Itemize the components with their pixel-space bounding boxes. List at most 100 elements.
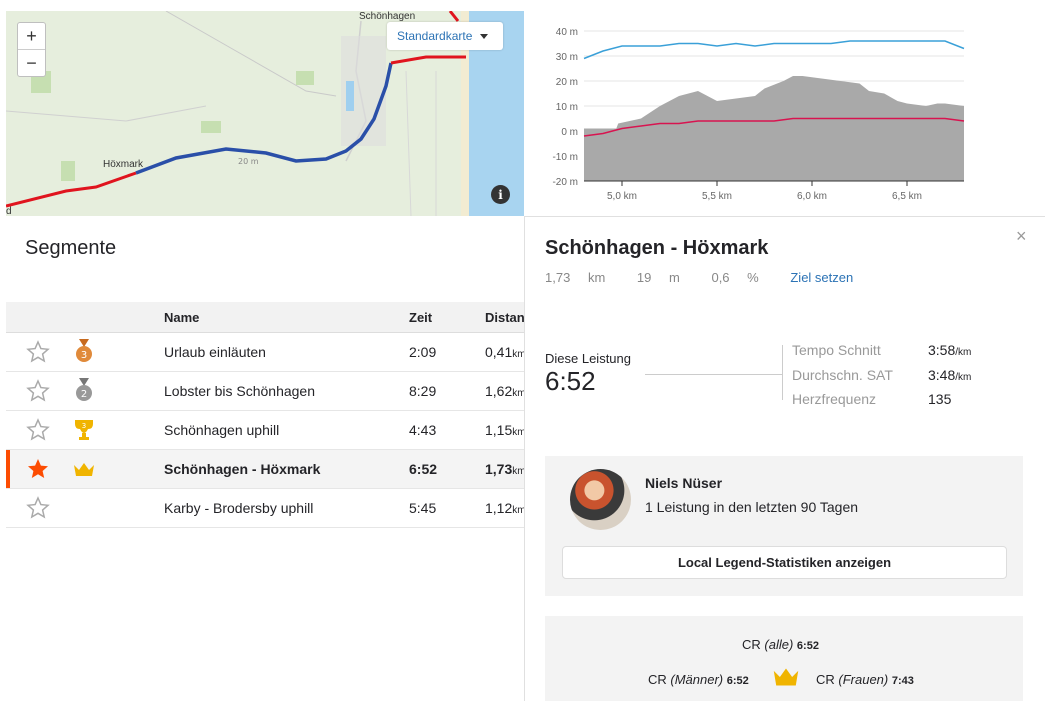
local-legend-stats-button[interactable]: Local Legend-Statistiken anzeigen bbox=[562, 546, 1007, 579]
metric-label-pace: Tempo Schnitt bbox=[792, 342, 881, 358]
segment-distance: 1,62km bbox=[485, 383, 526, 399]
star-outline-icon[interactable] bbox=[26, 496, 50, 520]
y-axis: 40 m 30 m 20 m 10 m 0 m -10 m -20 m bbox=[552, 27, 578, 188]
map-type-select[interactable]: Standardkarte bbox=[387, 22, 503, 50]
town-label-hoexmark: Höxmark bbox=[103, 159, 144, 170]
x-tick-label: 6,5 km bbox=[892, 191, 922, 202]
cr-men: CR (Männer) 6:52 bbox=[648, 672, 749, 687]
zoom-out-button[interactable]: − bbox=[26, 53, 37, 73]
segment-distance: 0,41km bbox=[485, 344, 526, 360]
trophy-icon: 3 bbox=[75, 420, 93, 440]
star-outline-icon[interactable] bbox=[26, 418, 50, 442]
x-axis: 5,0 km 5,5 km 6,0 km 6,5 km bbox=[607, 181, 922, 202]
segments-table: Name Zeit Distan 3 Urlaub einläuten 2:09… bbox=[6, 302, 526, 528]
silver-medal-icon: 2 bbox=[76, 378, 92, 401]
route-map[interactable]: 20 m + − Standardkarte Schönhagen Höxmar… bbox=[6, 11, 524, 216]
bronze-medal-icon: 3 bbox=[76, 339, 92, 362]
col-header-name[interactable]: Name bbox=[164, 310, 200, 325]
col-header-time[interactable]: Zeit bbox=[409, 310, 433, 325]
segment-name[interactable]: Schönhagen uphill bbox=[164, 422, 280, 438]
elevation-chart[interactable]: 5,0 km 5,5 km 6,0 km 6,5 km 40 m 30 m 20 m 10 … bbox=[524, 11, 969, 206]
y-tick-label: 10 m bbox=[556, 102, 578, 113]
svg-text:3: 3 bbox=[82, 422, 86, 430]
crown-icon bbox=[773, 668, 799, 686]
local-legend-card: Niels Nüser 1 Leistung in den letzten 90… bbox=[545, 456, 1023, 596]
crown-icon bbox=[74, 463, 94, 476]
metric-value-gap: 3:48/km bbox=[928, 367, 972, 383]
segment-name[interactable]: Urlaub einläuten bbox=[164, 344, 266, 360]
metric-label-heartrate: Herzfrequenz bbox=[792, 391, 877, 407]
cr-all: CR (alle) 6:52 bbox=[742, 637, 819, 652]
segment-stats: 1,73 km 19 m 0,6 % Ziel setzen bbox=[545, 270, 867, 285]
segment-distance-stat: 1,73 km bbox=[545, 270, 606, 285]
y-tick-label: 30 m bbox=[556, 52, 578, 63]
heartrate-line bbox=[583, 117, 965, 137]
segment-elevation-stat: 19 m bbox=[636, 270, 680, 285]
local-legend-name[interactable]: Niels Nüser bbox=[645, 475, 723, 491]
segment-grade-stat: 0,6 % bbox=[711, 270, 759, 285]
zoom-control: + − bbox=[17, 22, 46, 77]
cr-women: CR (Frauen) 7:43 bbox=[816, 672, 914, 687]
speed-line bbox=[583, 40, 965, 60]
segment-name[interactable]: Schönhagen - Höxmark bbox=[164, 461, 321, 477]
table-header: Name Zeit Distan bbox=[6, 302, 525, 333]
route-red-west bbox=[6, 171, 137, 208]
x-tick-label: 6,0 km bbox=[797, 191, 827, 202]
metric-value-heartrate: 135 bbox=[928, 391, 952, 407]
y-tick-label: -10 m bbox=[552, 152, 578, 163]
star-outline-icon[interactable] bbox=[26, 379, 50, 403]
col-header-distance[interactable]: Distan bbox=[485, 310, 525, 325]
close-icon[interactable]: × bbox=[1016, 226, 1027, 246]
elevation-area bbox=[584, 76, 964, 181]
segment-time: 6:52 bbox=[409, 461, 438, 477]
star-outline-icon[interactable] bbox=[26, 340, 50, 364]
svg-text:3: 3 bbox=[81, 350, 87, 361]
town-label-schoenhagen: Schönhagen bbox=[359, 11, 416, 22]
metric-value-pace: 3:58/km bbox=[928, 342, 972, 358]
segment-distance: 1,15km bbox=[485, 422, 526, 438]
y-tick-label: 0 m bbox=[561, 127, 578, 138]
segment-time: 4:43 bbox=[409, 422, 437, 438]
table-row[interactable]: Karby - Brodersby uphill 5:45 1,12km bbox=[6, 489, 526, 528]
segments-title: Segmente bbox=[25, 237, 117, 259]
metrics-bracket bbox=[782, 345, 783, 400]
performance-time: 6:52 bbox=[545, 366, 596, 396]
y-tick-label: 20 m bbox=[556, 77, 578, 88]
table-row[interactable]: 3 Urlaub einläuten 2:09 0,41km bbox=[6, 333, 526, 372]
segment-name[interactable]: Lobster bis Schönhagen bbox=[164, 383, 315, 399]
zoom-in-button[interactable]: + bbox=[18, 23, 45, 50]
route-red-east bbox=[390, 55, 466, 65]
segment-distance: 1,12km bbox=[485, 500, 526, 516]
chevron-down-icon bbox=[480, 33, 489, 39]
route-segment-blue bbox=[135, 62, 393, 175]
info-icon[interactable]: i bbox=[491, 185, 510, 204]
table-row[interactable]: 2 Lobster bis Schönhagen 8:29 1,62km bbox=[6, 372, 526, 411]
star-filled-icon[interactable] bbox=[26, 457, 50, 481]
set-goal-link[interactable]: Ziel setzen bbox=[790, 270, 854, 285]
avatar[interactable] bbox=[570, 469, 631, 530]
y-tick-label: -20 m bbox=[552, 177, 578, 188]
segment-detail-title: Schönhagen - Höxmark bbox=[545, 237, 769, 259]
segment-name[interactable]: Karby - Brodersby uphill bbox=[164, 500, 314, 516]
segment-distance: 1,73km bbox=[485, 461, 526, 477]
segment-time: 5:45 bbox=[409, 500, 437, 516]
course-records-card: CR (alle) 6:52 CR (Männer) 6:52 CR (Frau… bbox=[545, 616, 1023, 701]
x-tick-label: 5,0 km bbox=[607, 191, 637, 202]
y-tick-label: 40 m bbox=[556, 27, 578, 38]
panel-divider-top bbox=[524, 216, 1045, 217]
performance-connector bbox=[645, 374, 783, 375]
map-edge-label: d bbox=[6, 206, 12, 216]
x-tick-label: 5,5 km bbox=[702, 191, 732, 202]
performance-label: Diese Leistung bbox=[545, 351, 631, 366]
segment-time: 8:29 bbox=[409, 383, 437, 399]
svg-text:2: 2 bbox=[81, 389, 87, 400]
table-row[interactable]: 3 Schönhagen uphill 4:43 1,15km bbox=[6, 411, 526, 450]
segment-time: 2:09 bbox=[409, 344, 437, 360]
local-legend-subtitle: 1 Leistung in den letzten 90 Tagen bbox=[645, 499, 859, 515]
map-type-label: Standardkarte bbox=[397, 29, 473, 43]
road-label: 20 m bbox=[238, 157, 259, 166]
table-row-selected[interactable]: Schönhagen - Höxmark 6:52 1,73km bbox=[6, 450, 526, 489]
panel-divider bbox=[524, 216, 525, 701]
metric-label-gap: Durchschn. SAT bbox=[792, 367, 893, 383]
